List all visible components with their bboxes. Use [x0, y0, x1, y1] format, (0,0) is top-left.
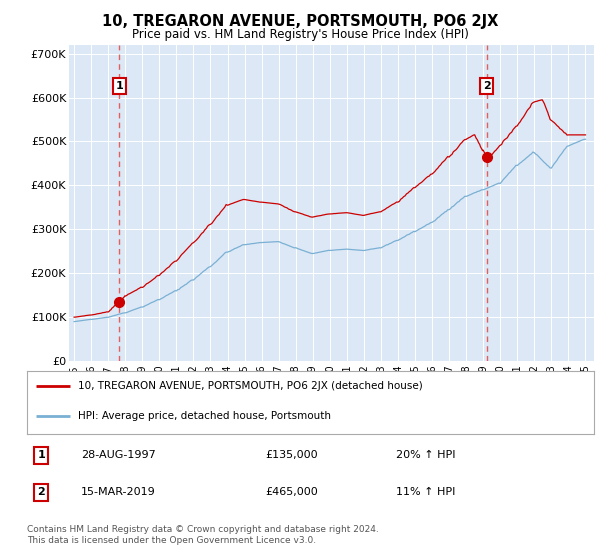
Text: 15-MAR-2019: 15-MAR-2019	[81, 487, 155, 497]
Text: 10, TREGARON AVENUE, PORTSMOUTH, PO6 2JX (detached house): 10, TREGARON AVENUE, PORTSMOUTH, PO6 2JX…	[78, 381, 423, 391]
Text: Contains HM Land Registry data © Crown copyright and database right 2024.
This d: Contains HM Land Registry data © Crown c…	[27, 525, 379, 545]
Text: £135,000: £135,000	[265, 450, 318, 460]
Text: £465,000: £465,000	[265, 487, 318, 497]
Text: 20% ↑ HPI: 20% ↑ HPI	[395, 450, 455, 460]
Text: 1: 1	[37, 450, 45, 460]
Text: 11% ↑ HPI: 11% ↑ HPI	[395, 487, 455, 497]
Text: 2: 2	[483, 81, 491, 91]
Text: 10, TREGARON AVENUE, PORTSMOUTH, PO6 2JX: 10, TREGARON AVENUE, PORTSMOUTH, PO6 2JX	[102, 14, 498, 29]
Text: Price paid vs. HM Land Registry's House Price Index (HPI): Price paid vs. HM Land Registry's House …	[131, 28, 469, 41]
Text: 28-AUG-1997: 28-AUG-1997	[81, 450, 155, 460]
Text: HPI: Average price, detached house, Portsmouth: HPI: Average price, detached house, Port…	[78, 412, 331, 422]
Text: 1: 1	[116, 81, 124, 91]
Text: 2: 2	[37, 487, 45, 497]
